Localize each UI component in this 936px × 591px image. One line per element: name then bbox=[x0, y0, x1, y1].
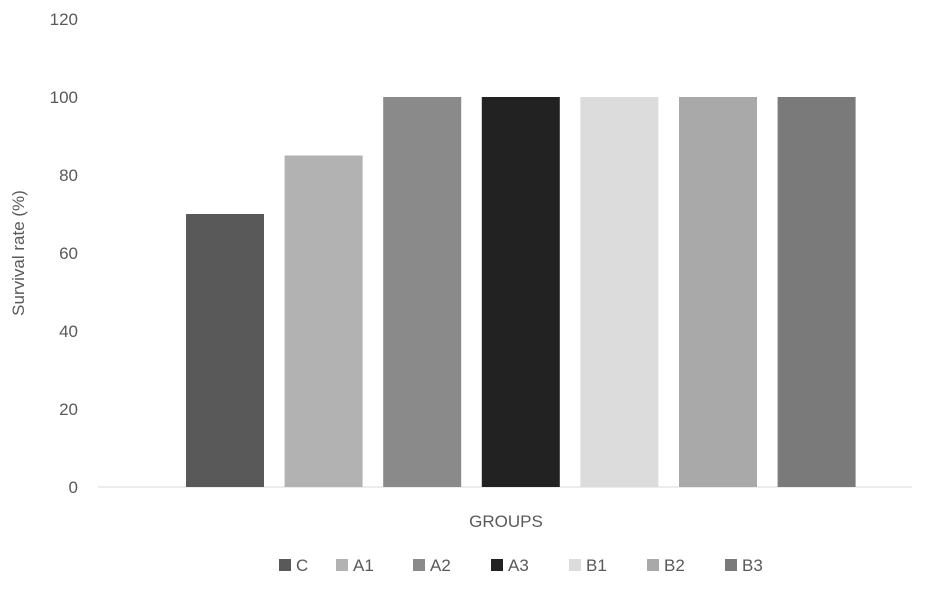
legend-swatch-a3 bbox=[491, 559, 503, 571]
legend-swatch-b2 bbox=[647, 559, 659, 571]
bar-b3 bbox=[777, 97, 856, 487]
legend-swatch-a1 bbox=[336, 559, 348, 571]
legend-item-b1: B1 bbox=[569, 556, 607, 575]
legend-label-b1: B1 bbox=[586, 556, 607, 575]
legend: C A1 A2 A3 B1 B2 B3 bbox=[279, 556, 763, 575]
legend-label-b3: B3 bbox=[742, 556, 763, 575]
legend-swatch-c bbox=[279, 559, 291, 571]
legend-swatch-b3 bbox=[725, 559, 737, 571]
bar-a3 bbox=[481, 97, 560, 487]
legend-label-a2: A2 bbox=[430, 556, 451, 575]
y-tick-label-40: 40 bbox=[59, 322, 78, 341]
legend-label-a1: A1 bbox=[353, 556, 374, 575]
legend-item-a2: A2 bbox=[413, 556, 451, 575]
legend-item-b2: B2 bbox=[647, 556, 685, 575]
x-axis-label: GROUPS bbox=[469, 512, 543, 531]
bar-a1 bbox=[284, 155, 363, 487]
bar-b1 bbox=[580, 97, 659, 487]
legend-item-a1: A1 bbox=[336, 556, 374, 575]
y-axis-label: Survival rate (%) bbox=[9, 190, 28, 316]
legend-label-b2: B2 bbox=[664, 556, 685, 575]
y-tick-label-120: 120 bbox=[50, 10, 78, 29]
bar-c bbox=[186, 214, 264, 487]
legend-item-c: C bbox=[279, 556, 308, 575]
y-tick-label-80: 80 bbox=[59, 166, 78, 185]
legend-label-c: C bbox=[296, 556, 308, 575]
bar-b2 bbox=[679, 97, 757, 487]
legend-item-a3: A3 bbox=[491, 556, 529, 575]
legend-swatch-b1 bbox=[569, 559, 581, 571]
y-tick-label-0: 0 bbox=[69, 478, 78, 497]
legend-swatch-a2 bbox=[413, 559, 425, 571]
y-tick-label-20: 20 bbox=[59, 400, 78, 419]
bars-group bbox=[186, 97, 856, 487]
legend-item-b3: B3 bbox=[725, 556, 763, 575]
legend-label-a3: A3 bbox=[508, 556, 529, 575]
bar-a2 bbox=[383, 97, 462, 487]
y-tick-label-60: 60 bbox=[59, 244, 78, 263]
y-tick-label-100: 100 bbox=[50, 88, 78, 107]
y-axis-ticks: 0 20 40 60 80 100 120 bbox=[50, 10, 78, 497]
